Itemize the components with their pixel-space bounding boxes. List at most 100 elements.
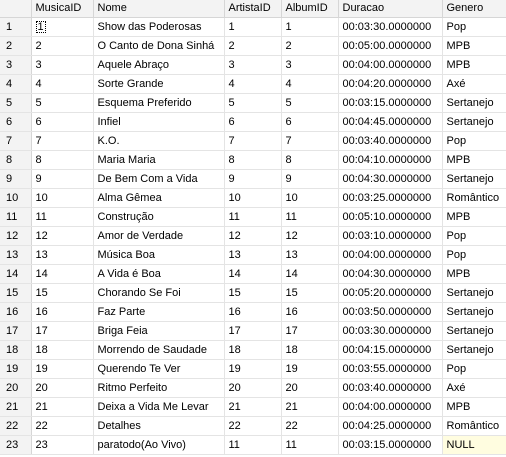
cell-nome[interactable]: Maria Maria bbox=[93, 150, 225, 170]
cell-albumid[interactable]: 3 bbox=[281, 55, 339, 75]
cell-musicaid[interactable]: 11 bbox=[31, 207, 94, 227]
cell-musicaid[interactable]: 12 bbox=[31, 226, 94, 246]
cell-duracao[interactable]: 00:04:20.0000000 bbox=[338, 74, 443, 94]
cell-nome[interactable]: Briga Feia bbox=[93, 321, 225, 341]
row-number[interactable]: 1 bbox=[0, 17, 32, 37]
table-row[interactable]: 4 4 Sorte Grande 4 4 00:04:20.0000000 Axé bbox=[0, 74, 506, 94]
cell-duracao[interactable]: 00:04:25.0000000 bbox=[338, 416, 443, 436]
cell-artistaid[interactable]: 10 bbox=[224, 188, 282, 208]
cell-musicaid[interactable]: 15 bbox=[31, 283, 94, 303]
table-row[interactable]: 16 16 Faz Parte 16 16 00:03:50.0000000 Sertane… bbox=[0, 302, 506, 322]
table-row[interactable]: 5 5 Esquema Preferido 5 5 00:03:15.0000000 Ser… bbox=[0, 93, 506, 113]
cell-artistaid[interactable]: 19 bbox=[224, 359, 282, 379]
cell-albumid[interactable]: 13 bbox=[281, 245, 339, 265]
cell-musicaid[interactable]: 1 bbox=[31, 17, 94, 37]
cell-nome[interactable]: Construção bbox=[93, 207, 225, 227]
column-header-nome[interactable]: Nome bbox=[93, 0, 225, 18]
cell-albumid[interactable]: 7 bbox=[281, 131, 339, 151]
cell-musicaid[interactable]: 18 bbox=[31, 340, 94, 360]
table-row[interactable]: 6 6 Infiel 6 6 00:04:45.0000000 Sertanejo bbox=[0, 112, 506, 132]
cell-duracao[interactable]: 00:04:10.0000000 bbox=[338, 150, 443, 170]
cell-genero[interactable]: Pop bbox=[442, 131, 506, 151]
cell-nome[interactable]: Esquema Preferido bbox=[93, 93, 225, 113]
cell-albumid[interactable]: 1 bbox=[281, 17, 339, 37]
cell-artistaid[interactable]: 13 bbox=[224, 245, 282, 265]
cell-albumid[interactable]: 20 bbox=[281, 378, 339, 398]
cell-artistaid[interactable]: 11 bbox=[224, 435, 282, 455]
cell-duracao[interactable]: 00:04:00.0000000 bbox=[338, 397, 443, 417]
cell-duracao[interactable]: 00:03:25.0000000 bbox=[338, 188, 443, 208]
cell-artistaid[interactable]: 2 bbox=[224, 36, 282, 56]
cell-genero[interactable]: Sertanejo bbox=[442, 93, 506, 113]
table-row[interactable]: 11 11 Construção 11 11 00:05:10.0000000 MPB bbox=[0, 207, 506, 227]
cell-artistaid[interactable]: 6 bbox=[224, 112, 282, 132]
cell-musicaid[interactable]: 8 bbox=[31, 150, 94, 170]
cell-genero[interactable]: Sertanejo bbox=[442, 302, 506, 322]
table-row[interactable]: 3 3 Aquele Abraço 3 3 00:04:00.0000000 MPB bbox=[0, 55, 506, 75]
column-header-duracao[interactable]: Duracao bbox=[338, 0, 443, 18]
cell-musicaid[interactable]: 20 bbox=[31, 378, 94, 398]
cell-albumid[interactable]: 19 bbox=[281, 359, 339, 379]
cell-duracao[interactable]: 00:04:30.0000000 bbox=[338, 169, 443, 189]
row-number[interactable]: 15 bbox=[0, 283, 32, 303]
column-header-musicaid[interactable]: MusicaID bbox=[31, 0, 94, 18]
cell-albumid[interactable]: 11 bbox=[281, 207, 339, 227]
cell-nome[interactable]: Chorando Se Foi bbox=[93, 283, 225, 303]
row-number[interactable]: 2 bbox=[0, 36, 32, 56]
cell-duracao[interactable]: 00:05:10.0000000 bbox=[338, 207, 443, 227]
row-number[interactable]: 10 bbox=[0, 188, 32, 208]
row-number[interactable]: 9 bbox=[0, 169, 32, 189]
cell-artistaid[interactable]: 18 bbox=[224, 340, 282, 360]
cell-musicaid[interactable]: 22 bbox=[31, 416, 94, 436]
cell-musicaid[interactable]: 23 bbox=[31, 435, 94, 455]
cell-musicaid[interactable]: 5 bbox=[31, 93, 94, 113]
cell-nome[interactable]: O Canto de Dona Sinhá bbox=[93, 36, 225, 56]
table-row[interactable]: 1 1 Show das Poderosas 1 1 00:03:30.0000000 Po… bbox=[0, 17, 506, 37]
table-row[interactable]: 15 15 Chorando Se Foi 15 15 00:05:20.0000000 S… bbox=[0, 283, 506, 303]
cell-genero[interactable]: MPB bbox=[442, 36, 506, 56]
cell-artistaid[interactable]: 5 bbox=[224, 93, 282, 113]
table-row[interactable]: 10 10 Alma Gêmea 10 10 00:03:25.0000000 Românt… bbox=[0, 188, 506, 208]
cell-albumid[interactable]: 11 bbox=[281, 435, 339, 455]
table-row[interactable]: 9 9 De Bem Com a Vida 9 9 00:04:30.0000000 Ser… bbox=[0, 169, 506, 189]
cell-genero[interactable]: MPB bbox=[442, 207, 506, 227]
cell-albumid[interactable]: 2 bbox=[281, 36, 339, 56]
cell-genero[interactable]: MPB bbox=[442, 264, 506, 284]
row-number[interactable]: 22 bbox=[0, 416, 32, 436]
cell-artistaid[interactable]: 17 bbox=[224, 321, 282, 341]
row-number[interactable]: 5 bbox=[0, 93, 32, 113]
cell-nome[interactable]: Deixa a Vida Me Levar bbox=[93, 397, 225, 417]
table-row[interactable]: 21 21 Deixa a Vida Me Levar 21 21 00:04:00.00… bbox=[0, 397, 506, 417]
cell-nome[interactable]: paratodo(Ao Vivo) bbox=[93, 435, 225, 455]
cell-albumid[interactable]: 5 bbox=[281, 93, 339, 113]
cell-genero[interactable]: MPB bbox=[442, 150, 506, 170]
cell-nome[interactable]: Detalhes bbox=[93, 416, 225, 436]
table-row[interactable]: 13 13 Música Boa 13 13 00:04:00.0000000 Pop bbox=[0, 245, 506, 265]
row-number[interactable]: 14 bbox=[0, 264, 32, 284]
cell-albumid[interactable]: 15 bbox=[281, 283, 339, 303]
row-number[interactable]: 11 bbox=[0, 207, 32, 227]
cell-artistaid[interactable]: 7 bbox=[224, 131, 282, 151]
cell-artistaid[interactable]: 12 bbox=[224, 226, 282, 246]
row-number[interactable]: 18 bbox=[0, 340, 32, 360]
row-number[interactable]: 7 bbox=[0, 131, 32, 151]
cell-musicaid[interactable]: 7 bbox=[31, 131, 94, 151]
cell-artistaid[interactable]: 1 bbox=[224, 17, 282, 37]
cell-artistaid[interactable]: 4 bbox=[224, 74, 282, 94]
cell-genero[interactable]: Axé bbox=[442, 378, 506, 398]
cell-genero[interactable]: Romântico bbox=[442, 416, 506, 436]
cell-duracao[interactable]: 00:03:15.0000000 bbox=[338, 435, 443, 455]
cell-duracao[interactable]: 00:03:40.0000000 bbox=[338, 378, 443, 398]
table-row[interactable]: 18 18 Morrendo de Saudade 18 18 00:04:15.0000… bbox=[0, 340, 506, 360]
row-number[interactable]: 19 bbox=[0, 359, 32, 379]
cell-duracao[interactable]: 00:03:30.0000000 bbox=[338, 321, 443, 341]
cell-musicaid[interactable]: 10 bbox=[31, 188, 94, 208]
cell-albumid[interactable]: 10 bbox=[281, 188, 339, 208]
cell-musicaid[interactable]: 13 bbox=[31, 245, 94, 265]
row-number[interactable]: 20 bbox=[0, 378, 32, 398]
cell-artistaid[interactable]: 9 bbox=[224, 169, 282, 189]
cell-nome[interactable]: Sorte Grande bbox=[93, 74, 225, 94]
table-row[interactable]: 14 14 A Vida é Boa 14 14 00:04:30.0000000 MPB bbox=[0, 264, 506, 284]
